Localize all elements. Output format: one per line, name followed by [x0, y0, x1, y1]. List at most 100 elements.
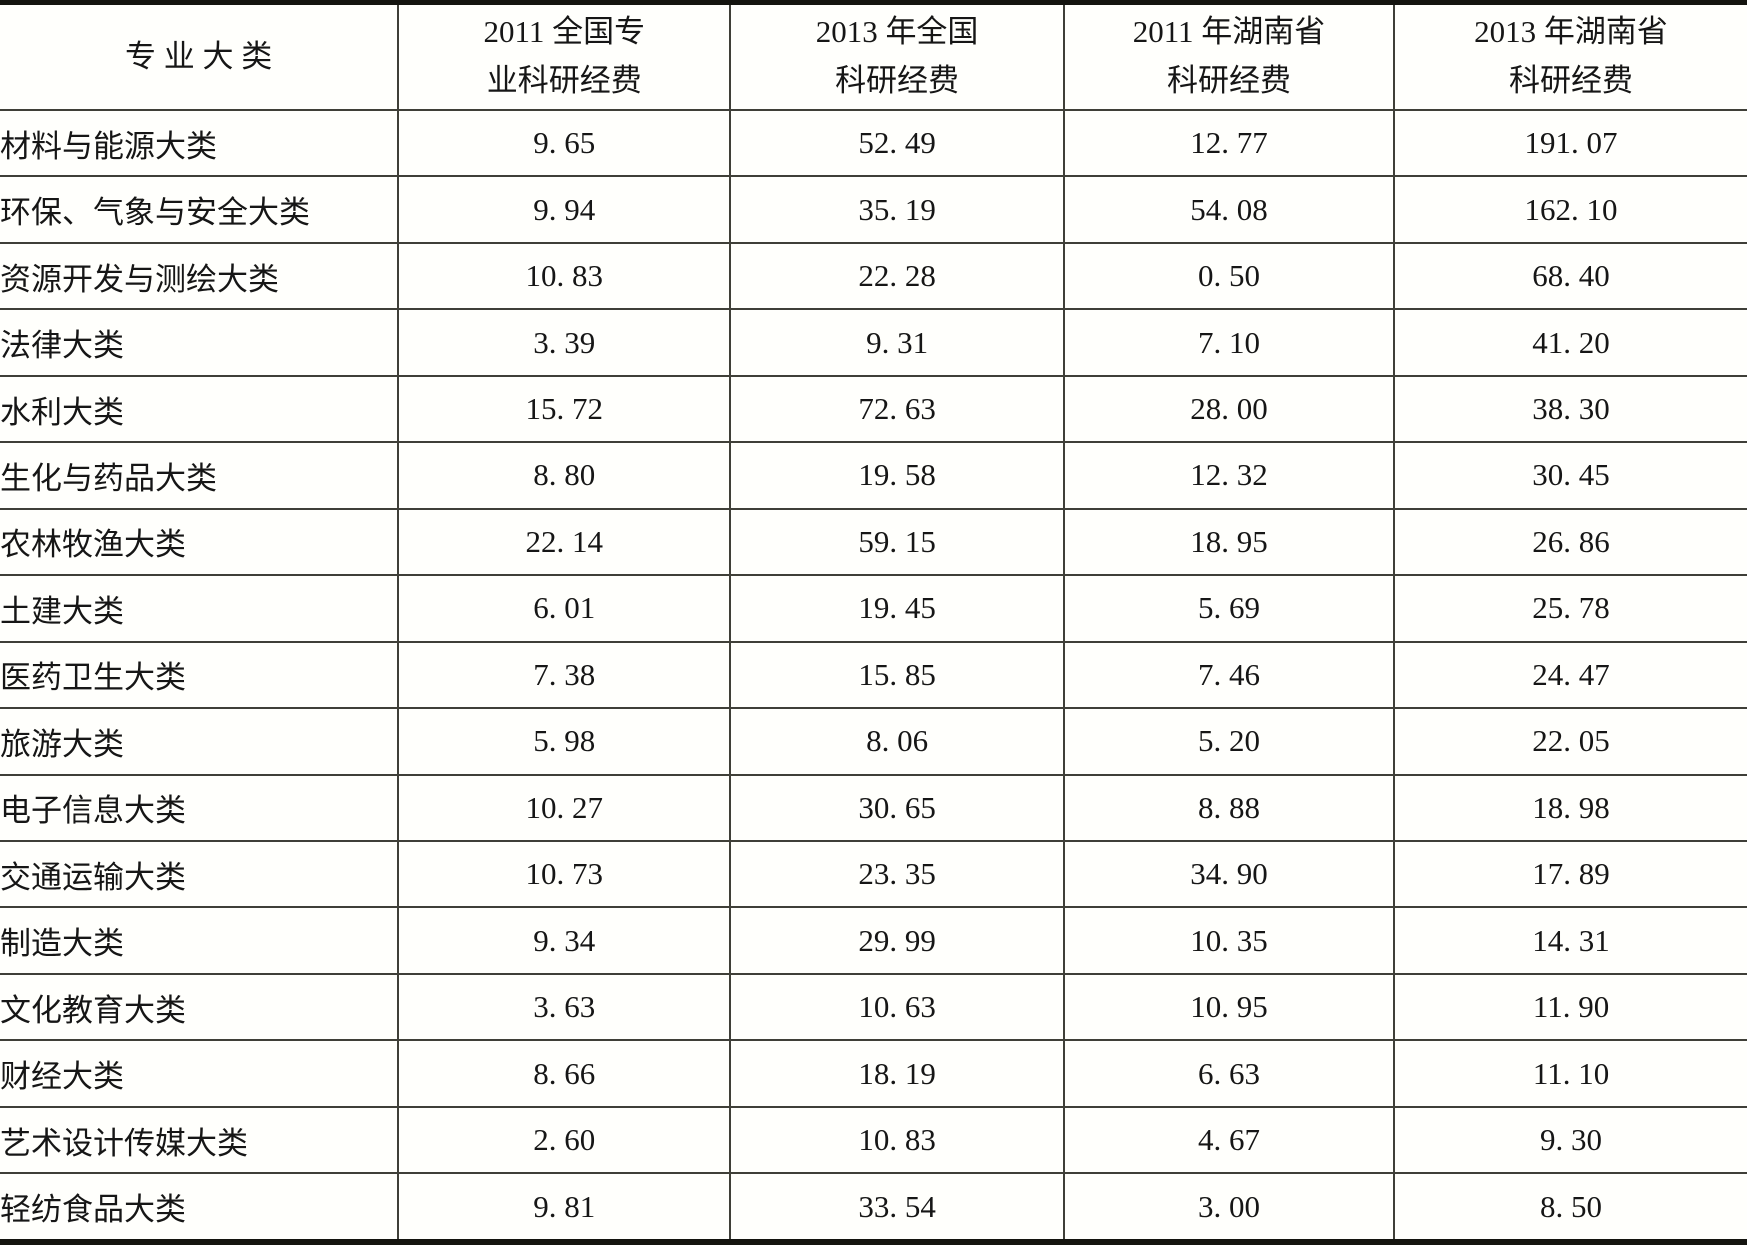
table-row: 医药卫生大类 7. 38 15. 85 7. 46 24. 47 — [0, 640, 1747, 710]
value-cell: 10. 83 — [397, 241, 732, 311]
table-row: 环保、气象与安全大类 9. 94 35. 19 54. 08 162. 10 — [0, 175, 1747, 244]
value-cell: 3. 63 — [397, 972, 732, 1042]
table-row: 材料与能源大类 9. 65 52. 49 12. 77 191. 07 — [0, 108, 1747, 178]
table-row: 文化教育大类 3. 63 10. 63 10. 95 11. 90 — [0, 972, 1747, 1042]
table-row: 电子信息大类 10. 27 30. 65 8. 88 18. 98 — [0, 773, 1747, 842]
value-cell: 10. 83 — [729, 1105, 1065, 1175]
value-cell: 68. 40 — [1393, 241, 1747, 311]
column-header-2011-hunan: 2011 年湖南省 科研经费 — [1062, 2, 1396, 111]
value-cell: 28. 00 — [1062, 374, 1396, 444]
value-cell: 10. 73 — [397, 839, 732, 909]
value-cell: 9. 94 — [397, 175, 732, 244]
category-cell: 制造大类 — [0, 906, 400, 975]
category-cell: 法律大类 — [0, 308, 400, 377]
value-cell: 18. 19 — [729, 1039, 1065, 1108]
value-cell: 9. 30 — [1393, 1105, 1747, 1175]
value-cell: 23. 35 — [729, 839, 1065, 909]
table-row: 水利大类 15. 72 72. 63 28. 00 38. 30 — [0, 374, 1747, 444]
header-line: 2013 年全国 — [815, 14, 979, 50]
header-line: 专 业 大 类 — [125, 38, 273, 74]
value-cell: 6. 63 — [1062, 1039, 1396, 1108]
header-line: 科研经费 — [835, 63, 960, 98]
value-cell: 29. 99 — [729, 906, 1065, 975]
value-cell: 10. 35 — [1062, 906, 1396, 975]
value-cell: 19. 58 — [729, 441, 1065, 510]
value-cell: 8. 80 — [397, 441, 732, 510]
value-cell: 9. 31 — [729, 308, 1065, 377]
value-cell: 0. 50 — [1062, 241, 1396, 311]
category-cell: 轻纺食品大类 — [0, 1172, 400, 1242]
value-cell: 18. 98 — [1393, 773, 1747, 842]
value-cell: 5. 20 — [1062, 707, 1396, 776]
value-cell: 15. 85 — [729, 640, 1065, 710]
value-cell: 34. 90 — [1062, 839, 1396, 909]
category-cell: 材料与能源大类 — [0, 108, 400, 178]
value-cell: 10. 27 — [397, 773, 732, 842]
table-row: 财经大类 8. 66 18. 19 6. 63 11. 10 — [0, 1039, 1747, 1108]
header-line: 业科研经费 — [486, 63, 642, 98]
table-row: 生化与药品大类 8. 80 19. 58 12. 32 30. 45 — [0, 441, 1747, 510]
value-cell: 19. 45 — [729, 574, 1065, 643]
value-cell: 11. 10 — [1393, 1039, 1747, 1108]
category-cell: 文化教育大类 — [0, 972, 400, 1042]
column-header-2011-national: 2011 全国专 业科研经费 — [397, 2, 732, 111]
table-row: 农林牧渔大类 22. 14 59. 15 18. 95 26. 86 — [0, 507, 1747, 577]
table-row: 轻纺食品大类 9. 81 33. 54 3. 00 8. 50 — [0, 1172, 1747, 1242]
header-row: 专 业 大 类 2011 全国专 业科研经费 2013 年全国 科研经费 201… — [0, 2, 1747, 111]
value-cell: 162. 10 — [1393, 175, 1747, 244]
header-line: 2011 全国专 — [483, 14, 646, 50]
value-cell: 24. 47 — [1393, 640, 1747, 710]
value-cell: 30. 45 — [1393, 441, 1747, 510]
column-header-2013-national: 2013 年全国 科研经费 — [729, 2, 1065, 111]
column-header-2013-hunan: 2013 年湖南省 科研经费 — [1393, 2, 1747, 111]
table-body: 材料与能源大类 9. 65 52. 49 12. 77 191. 07 环保、气象与安全大… — [0, 108, 1747, 1242]
category-cell: 资源开发与测绘大类 — [0, 241, 400, 311]
table-row: 资源开发与测绘大类 10. 83 22. 28 0. 50 68. 40 — [0, 241, 1747, 311]
header-line: 科研经费 — [1509, 63, 1634, 98]
category-cell: 水利大类 — [0, 374, 400, 444]
value-cell: 25. 78 — [1393, 574, 1747, 643]
value-cell: 9. 81 — [397, 1172, 732, 1242]
table-row: 法律大类 3. 39 9. 31 7. 10 41. 20 — [0, 308, 1747, 377]
value-cell: 8. 06 — [729, 707, 1065, 776]
value-cell: 17. 89 — [1393, 839, 1747, 909]
value-cell: 52. 49 — [729, 108, 1065, 178]
header-line: 2011 年湖南省 — [1132, 14, 1326, 50]
header-line: 科研经费 — [1166, 63, 1291, 98]
category-cell: 艺术设计传媒大类 — [0, 1105, 400, 1175]
table-row: 旅游大类 5. 98 8. 06 5. 20 22. 05 — [0, 707, 1747, 776]
value-cell: 10. 95 — [1062, 972, 1396, 1042]
value-cell: 7. 46 — [1062, 640, 1396, 710]
value-cell: 9. 65 — [397, 108, 732, 178]
value-cell: 9. 34 — [397, 906, 732, 975]
value-cell: 22. 14 — [397, 507, 732, 577]
category-cell: 电子信息大类 — [0, 773, 400, 842]
table-header: 专 业 大 类 2011 全国专 业科研经费 2013 年全国 科研经费 201… — [0, 2, 1747, 111]
value-cell: 22. 28 — [729, 241, 1065, 311]
value-cell: 7. 38 — [397, 640, 732, 710]
value-cell: 12. 32 — [1062, 441, 1396, 510]
table-row: 艺术设计传媒大类 2. 60 10. 83 4. 67 9. 30 — [0, 1105, 1747, 1175]
value-cell: 5. 69 — [1062, 574, 1396, 643]
value-cell: 22. 05 — [1393, 707, 1747, 776]
value-cell: 8. 88 — [1062, 773, 1396, 842]
value-cell: 72. 63 — [729, 374, 1065, 444]
value-cell: 35. 19 — [729, 175, 1065, 244]
value-cell: 41. 20 — [1393, 308, 1747, 377]
value-cell: 15. 72 — [397, 374, 732, 444]
value-cell: 59. 15 — [729, 507, 1065, 577]
value-cell: 10. 63 — [729, 972, 1065, 1042]
category-cell: 环保、气象与安全大类 — [0, 175, 400, 244]
value-cell: 5. 98 — [397, 707, 732, 776]
value-cell: 38. 30 — [1393, 374, 1747, 444]
value-cell: 8. 50 — [1393, 1172, 1747, 1242]
value-cell: 12. 77 — [1062, 108, 1396, 178]
value-cell: 4. 67 — [1062, 1105, 1396, 1175]
value-cell: 14. 31 — [1393, 906, 1747, 975]
category-cell: 交通运输大类 — [0, 839, 400, 909]
value-cell: 191. 07 — [1393, 108, 1747, 178]
category-cell: 生化与药品大类 — [0, 441, 400, 510]
category-cell: 医药卫生大类 — [0, 640, 400, 710]
value-cell: 30. 65 — [729, 773, 1065, 842]
